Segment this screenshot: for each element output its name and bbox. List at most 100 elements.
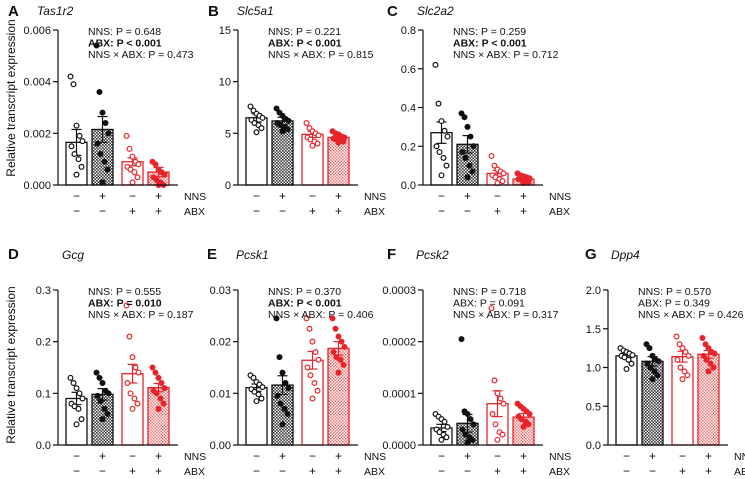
data-point <box>643 341 650 348</box>
data-point <box>161 171 168 178</box>
y-tick-label: 0.0003 <box>382 285 416 297</box>
data-point <box>105 390 112 397</box>
abx-sign: − <box>279 464 286 478</box>
nns-sign: + <box>335 189 342 203</box>
nns-sign: − <box>129 189 136 203</box>
abx-sign: − <box>99 204 106 218</box>
data-point <box>470 421 477 428</box>
data-point <box>129 405 136 412</box>
panel-letter: A <box>8 3 19 20</box>
factor-label-abx: ABX <box>184 466 205 478</box>
data-point <box>646 345 653 352</box>
factor-label-nns: NNS <box>184 191 206 203</box>
nns-sign: − <box>623 449 630 463</box>
data-point <box>438 118 445 125</box>
data-point <box>444 423 451 430</box>
data-point <box>440 154 447 161</box>
data-point <box>443 162 450 169</box>
y-tick-label: 0.02 <box>210 337 231 349</box>
y-tick-label: 0.000 <box>23 180 51 192</box>
panel-letter: F <box>387 246 396 263</box>
data-point <box>438 436 445 443</box>
stat-line: NNS: P = 0.555 <box>88 286 161 298</box>
data-point <box>494 436 501 443</box>
data-point <box>96 88 103 95</box>
data-point <box>129 153 136 160</box>
data-point <box>157 395 164 402</box>
data-point <box>628 360 635 367</box>
data-point <box>466 162 473 169</box>
nns-sign: + <box>649 449 656 463</box>
data-point <box>436 149 443 156</box>
data-point <box>155 374 162 381</box>
data-point <box>94 392 101 399</box>
y-tick-label: 15 <box>219 25 231 37</box>
nns-sign: + <box>279 189 286 203</box>
data-point <box>96 374 103 381</box>
gene-title: Dpp4 <box>611 248 640 262</box>
data-point <box>525 179 532 186</box>
data-point <box>625 356 632 363</box>
stat-line: NNS × ABX: P = 0.473 <box>88 49 194 61</box>
data-point <box>75 405 82 412</box>
data-point <box>705 345 712 352</box>
data-point <box>461 114 468 121</box>
panel-letter: B <box>208 3 219 20</box>
bar-nns-abx <box>147 386 170 446</box>
gene-title: Pcsk2 <box>416 248 449 262</box>
data-point <box>705 368 712 375</box>
nns-sign: + <box>464 449 471 463</box>
data-point <box>494 390 501 397</box>
bar-abx <box>301 359 324 446</box>
data-point <box>677 364 684 371</box>
data-point <box>277 400 284 407</box>
data-point <box>68 143 75 150</box>
y-tick-label: 0.00 <box>210 440 231 452</box>
data-point <box>491 162 498 169</box>
data-point <box>152 161 159 168</box>
data-point <box>75 156 82 163</box>
data-point <box>702 341 709 348</box>
abx-sign: − <box>253 204 260 218</box>
factor-label-nns: NNS <box>184 451 206 463</box>
data-point <box>330 349 337 356</box>
nns-sign: − <box>129 449 136 463</box>
data-point <box>458 110 465 117</box>
nns-sign: − <box>253 449 260 463</box>
abx-sign: − <box>73 464 80 478</box>
data-point <box>253 398 260 405</box>
y-tick-label: 0.2 <box>36 337 51 349</box>
data-point <box>469 168 476 175</box>
y-tick-label: 1.0 <box>586 363 601 375</box>
data-point <box>679 376 686 383</box>
y-tick-label: 5 <box>225 128 231 140</box>
data-point <box>335 369 342 376</box>
stat-line: ABX: P < 0.001 <box>88 38 162 50</box>
data-point <box>247 103 254 110</box>
y-tick-label: 0.004 <box>23 77 51 89</box>
data-point <box>73 385 80 392</box>
data-point <box>279 421 286 428</box>
data-point <box>312 349 319 356</box>
y-tick-label: 0.0002 <box>382 337 416 349</box>
data-point <box>685 352 692 359</box>
data-point <box>101 158 108 165</box>
stat-line: NNS × ABX: P = 0.317 <box>453 309 559 321</box>
panel-letter: G <box>585 246 597 263</box>
y-tick-label: 0 <box>225 180 231 192</box>
data-point <box>315 132 322 139</box>
stat-line: NNS × ABX: P = 0.815 <box>268 49 374 61</box>
data-point <box>340 138 347 145</box>
data-point <box>94 140 101 147</box>
data-point <box>525 421 532 428</box>
y-tick-label: 0.0 <box>36 440 51 452</box>
data-point <box>441 127 448 134</box>
data-point <box>332 325 339 332</box>
abx-sign: − <box>464 464 471 478</box>
data-point <box>703 356 710 363</box>
data-point <box>304 364 311 371</box>
data-point <box>335 139 342 146</box>
data-point <box>309 395 316 402</box>
data-point <box>71 403 78 410</box>
